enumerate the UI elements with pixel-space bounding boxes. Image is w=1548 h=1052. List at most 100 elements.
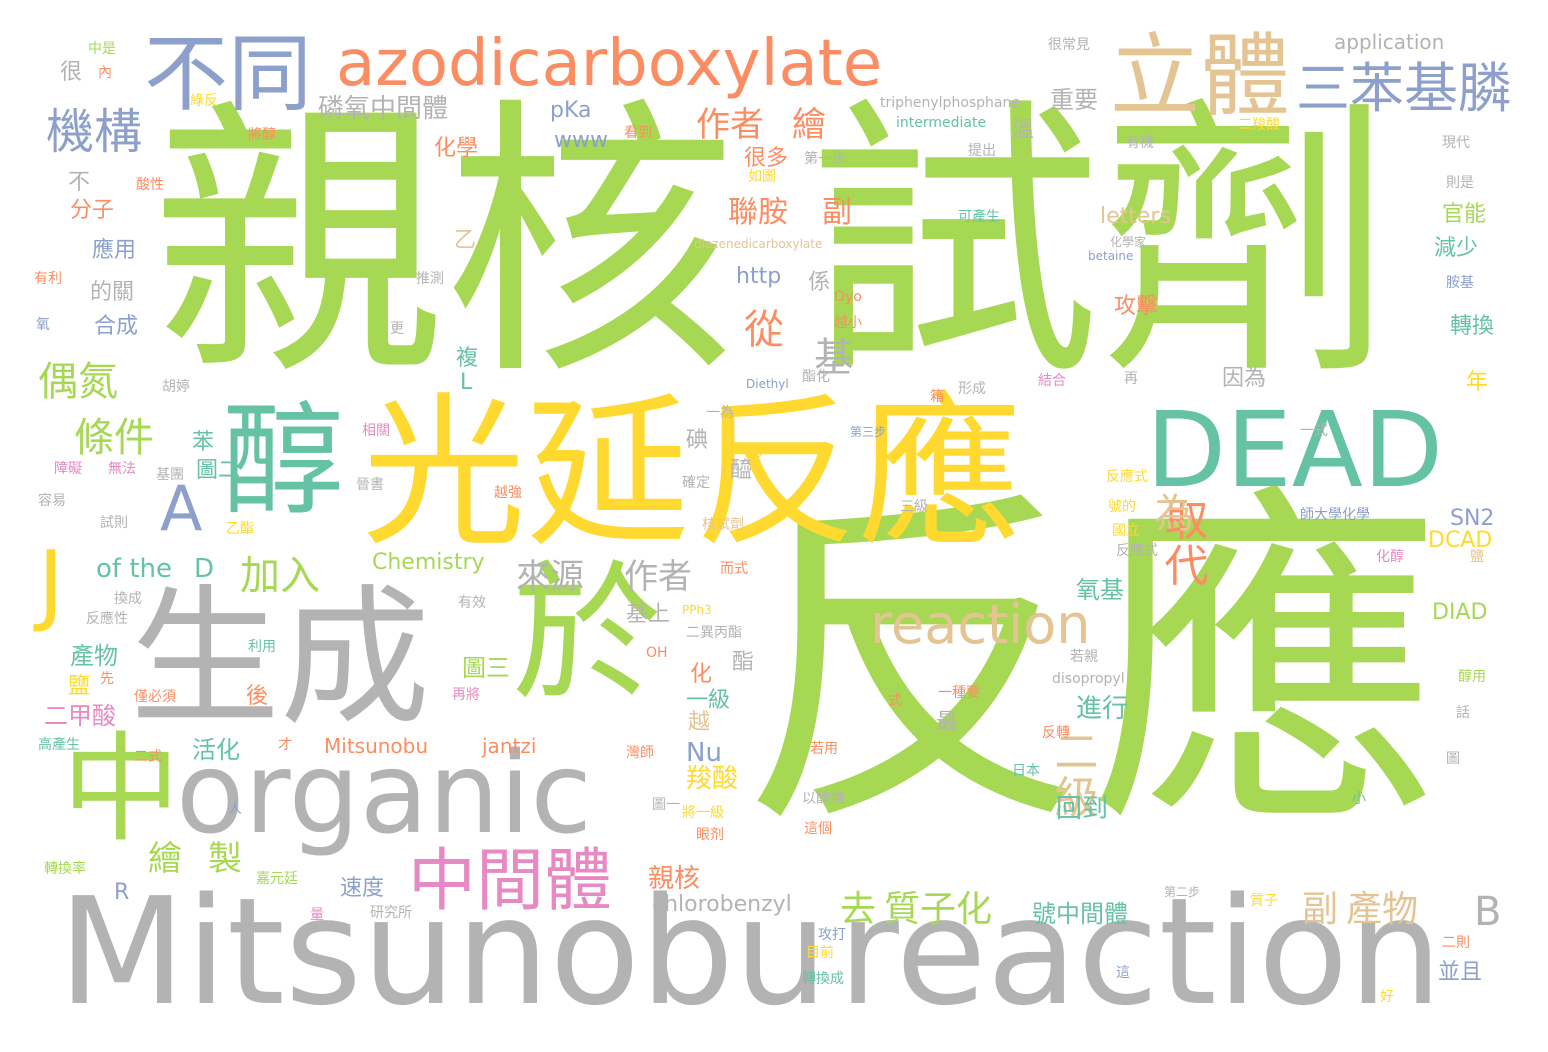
word: 取代	[1164, 495, 1209, 593]
word: 小	[1352, 791, 1366, 807]
word: application	[1334, 30, 1445, 54]
word: 試劑	[808, 74, 1392, 414]
word: 先	[100, 671, 114, 687]
word: http	[736, 264, 782, 289]
word: 繪	[792, 105, 826, 145]
word: 於	[512, 548, 663, 722]
word: reaction	[870, 593, 1091, 656]
word: 目前	[806, 945, 834, 961]
word: 苯	[192, 430, 215, 455]
word: Mitsunobu	[58, 866, 828, 1038]
word: 僅必須	[134, 689, 176, 705]
word: 確定	[682, 475, 710, 491]
word: diazenedicarboxylate	[694, 237, 823, 251]
word: 圖一	[652, 797, 680, 813]
word: 乙酯	[226, 521, 254, 537]
word: letters	[1100, 204, 1171, 229]
word: Chemistry	[372, 550, 485, 575]
word: 產物	[70, 642, 118, 670]
word: 重要	[1050, 86, 1098, 114]
word: 碘	[686, 428, 709, 453]
word: 國立	[1112, 523, 1140, 539]
word: 酯	[732, 650, 755, 675]
word: intermediate	[896, 115, 987, 131]
word: 試則	[100, 515, 128, 531]
word: 回到	[1056, 794, 1109, 824]
word: 轉換率	[44, 861, 86, 877]
word: 係	[808, 270, 831, 295]
word: 轉換	[1450, 314, 1495, 339]
word: 這	[1116, 965, 1130, 981]
word: 有機	[1126, 135, 1154, 151]
word: 二級	[1054, 727, 1099, 825]
word: 圖二	[196, 458, 241, 483]
word: 羧酸	[686, 764, 739, 794]
word: 將醇	[248, 127, 276, 143]
word: 很	[60, 60, 83, 85]
word: PPh3	[682, 603, 712, 617]
word: 質子化	[884, 889, 993, 930]
word: 進行	[1076, 694, 1129, 724]
word: 形成	[958, 381, 986, 397]
word: 中間體	[408, 842, 613, 921]
word: 中	[62, 720, 181, 858]
word: betaine	[1088, 249, 1134, 263]
word: 活化	[192, 736, 240, 764]
word: 換成	[114, 591, 142, 607]
word: 不	[68, 170, 91, 195]
word: 去	[840, 889, 877, 930]
word: 好	[1380, 989, 1394, 1005]
word: 鹽	[68, 674, 91, 699]
word: J	[38, 532, 64, 635]
word: 障礙	[54, 461, 82, 477]
word: 的關	[90, 280, 135, 305]
word: 副	[822, 195, 852, 230]
word: 三苯基膦	[1296, 57, 1512, 120]
word: 一步	[736, 447, 764, 463]
word: 二羧酸	[1238, 117, 1280, 133]
word: 箱	[930, 389, 944, 405]
word: 第二步	[1164, 885, 1201, 899]
word: 一種要	[938, 685, 980, 701]
word: 條件	[74, 415, 154, 461]
word: 溫	[1012, 118, 1035, 143]
word: 醇用	[1458, 669, 1486, 685]
word: 化學	[434, 136, 479, 161]
word: 作者	[624, 557, 692, 597]
word: 化醇	[1376, 549, 1404, 565]
word: 若親	[1070, 649, 1098, 665]
word: 高產生	[38, 737, 80, 753]
word: 若用	[810, 741, 838, 757]
word: 有利	[34, 271, 62, 287]
word: 並且	[1438, 960, 1483, 985]
word: 基團	[156, 467, 184, 483]
word: 無法	[108, 461, 136, 477]
word: 再	[1124, 371, 1138, 387]
word: 反應式	[1116, 543, 1158, 559]
word: 化	[690, 662, 713, 687]
word: 相關	[362, 423, 390, 439]
word: 減少	[1434, 236, 1479, 261]
word: 後	[246, 684, 269, 709]
word: 攻擊	[1114, 294, 1159, 319]
word: 最	[936, 710, 959, 735]
word: 現代	[1442, 135, 1470, 151]
word: 二異丙酯	[686, 625, 742, 641]
word: 第一步	[804, 151, 846, 167]
word: 越小	[834, 315, 862, 331]
word: chlorobenzyl	[652, 892, 792, 917]
word: 很多	[744, 146, 789, 171]
word: 基	[814, 335, 854, 381]
word: 加入	[240, 553, 320, 599]
word: 分子	[70, 198, 115, 223]
word: 複	[456, 346, 479, 371]
word: 光延	[362, 378, 691, 569]
word: www	[554, 128, 608, 153]
word: 如圖	[748, 169, 776, 185]
word: triphenylphosphane	[880, 95, 1020, 111]
word: DIAD	[1432, 600, 1488, 625]
word: 話	[1456, 705, 1470, 721]
word: 磷氧中間體	[318, 94, 449, 124]
word: 則是	[1446, 175, 1474, 191]
